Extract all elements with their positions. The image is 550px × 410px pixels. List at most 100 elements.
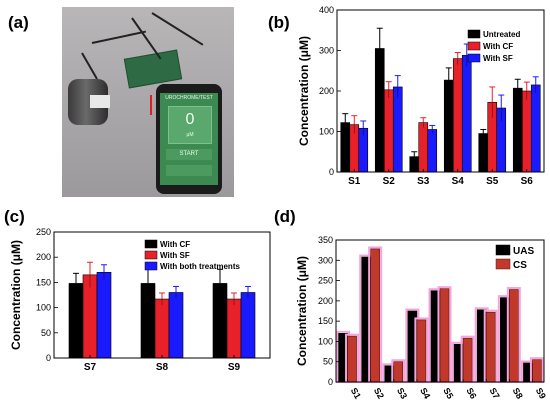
bar <box>226 298 242 359</box>
x-tick-label: S1 <box>348 176 361 187</box>
chart-c: S7 S8 S9 0 50 100 150 200 250 Concentration (μM) W… <box>9 227 271 373</box>
wire <box>150 95 152 115</box>
bar <box>416 319 427 383</box>
y-tick-label: 350 <box>318 235 333 245</box>
y-axis-label: Concentration (μM) <box>9 240 23 350</box>
reading-box: 0 μM <box>168 106 212 144</box>
y-tick-label: 200 <box>319 86 334 96</box>
x-tick-label: S2 <box>372 386 386 401</box>
bar <box>521 90 532 173</box>
screen-title: UROCHROME/TEST <box>165 95 213 101</box>
bar <box>509 289 519 383</box>
start-button: START <box>166 149 212 160</box>
legend-label: With CF <box>483 42 513 51</box>
legend-label: With SF <box>483 54 513 63</box>
y-tick-label: 300 <box>319 46 334 56</box>
bar <box>461 55 472 173</box>
bar <box>392 86 403 173</box>
legend-label: With SF <box>160 251 190 260</box>
y-tick-label: 100 <box>318 336 333 346</box>
y-tick-label: 150 <box>36 277 51 287</box>
y-tick-label: 0 <box>328 377 333 387</box>
legend-label: UAS <box>513 246 534 257</box>
y-tick-label: 100 <box>36 303 51 313</box>
x-tick-label: S1 <box>349 386 363 401</box>
phone-screen: UROCHROME/TEST 0 μM START <box>160 93 218 185</box>
panel-label-d: (d) <box>274 207 296 226</box>
bar <box>443 79 454 173</box>
bar <box>370 248 380 383</box>
y-tick-label: 100 <box>319 127 334 137</box>
x-tick-label: S3 <box>417 176 430 187</box>
x-tick-label: S6 <box>464 386 478 401</box>
y-tick-label: 50 <box>323 357 333 367</box>
bar <box>154 298 170 359</box>
bar <box>512 87 523 173</box>
bar <box>532 359 542 383</box>
bar <box>96 272 112 359</box>
plot-frame <box>335 239 545 383</box>
legend-swatch <box>495 244 511 256</box>
bar <box>68 283 84 359</box>
y-tick-label: 0 <box>46 353 51 363</box>
legend-swatch <box>495 258 511 270</box>
legend-label: With CF <box>160 240 190 249</box>
bar <box>427 129 438 173</box>
bar <box>439 288 450 383</box>
y-tick-label: 300 <box>318 255 333 265</box>
x-tick-label: S8 <box>156 362 169 373</box>
legend-swatch <box>467 41 481 51</box>
chart-b: S1 S2 S3 S4 S5 S6 0 100 200 300 400 Concentration (… <box>297 5 545 187</box>
bar <box>530 84 541 173</box>
x-tick-label: S8 <box>511 386 525 401</box>
y-tick-label: 50 <box>41 328 51 338</box>
reading-value: 0 <box>185 111 195 128</box>
legend-label: With both treatments <box>160 262 240 271</box>
x-tick-label: S7 <box>487 386 501 401</box>
x-tick-label: S4 <box>452 176 465 187</box>
legend-swatch <box>144 250 158 260</box>
panel-label-b: (b) <box>268 13 290 32</box>
bar <box>168 292 184 359</box>
panel-label-a: (a) <box>8 13 29 32</box>
bar <box>462 337 473 383</box>
panel-label-c: (c) <box>4 207 25 226</box>
legend-label: Untreated <box>483 30 520 39</box>
legend-swatch <box>467 53 481 63</box>
chart-d: S1 S2 S3 S4 S5 S6 S7 S8 S9 0 50 100 150 200 250 300 350 C… <box>295 235 548 401</box>
legend-swatch <box>144 261 158 271</box>
x-tick-label: S5 <box>441 386 455 401</box>
x-tick-label: S5 <box>486 176 499 187</box>
bar <box>418 122 429 173</box>
x-tick-label: S4 <box>418 386 432 401</box>
y-tick-label: 250 <box>36 227 51 237</box>
y-tick-label: 200 <box>36 252 51 262</box>
bar <box>485 311 496 383</box>
legend-swatch <box>144 239 158 249</box>
secondary-button <box>166 165 212 176</box>
y-axis-label: Concentration (μM) <box>295 256 309 366</box>
y-tick-label: 0 <box>329 167 334 177</box>
bar <box>478 133 489 173</box>
y-tick-label: 150 <box>318 316 333 326</box>
bar <box>240 292 256 359</box>
bar <box>393 361 404 383</box>
y-tick-label: 200 <box>318 296 333 306</box>
x-tick-label: S2 <box>383 176 396 187</box>
legend-swatch <box>467 29 481 39</box>
x-tick-label: S7 <box>84 362 97 373</box>
x-tick-label: S9 <box>534 386 548 401</box>
y-tick-label: 250 <box>318 276 333 286</box>
device-photo: UROCHROME/TEST 0 μM START <box>62 7 234 197</box>
x-tick-label: S9 <box>228 362 241 373</box>
reading-unit: μM <box>186 132 194 138</box>
bar <box>383 89 394 173</box>
smartphone: UROCHROME/TEST 0 μM START <box>156 84 222 194</box>
bar <box>452 58 463 173</box>
x-tick-label: S3 <box>395 386 409 401</box>
plot-frame <box>53 231 271 359</box>
y-axis-label: Concentration (μM) <box>297 36 311 146</box>
bar <box>347 335 357 383</box>
x-tick-label: S6 <box>521 176 534 187</box>
